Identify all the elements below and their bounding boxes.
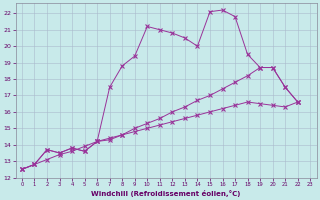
X-axis label: Windchill (Refroidissement éolien,°C): Windchill (Refroidissement éolien,°C) [92,190,241,197]
